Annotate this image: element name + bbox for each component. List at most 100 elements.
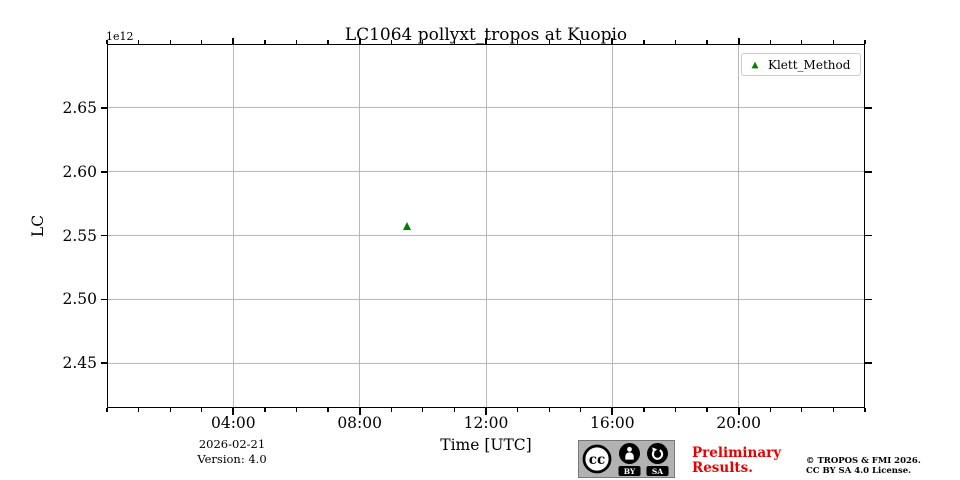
- x-minor-tick: [580, 408, 582, 412]
- x-minor-tick: [864, 408, 866, 412]
- x-tick: [611, 37, 614, 44]
- x-minor-tick: [516, 40, 519, 44]
- x-tick-label: 20:00: [716, 414, 761, 432]
- sa-label-plate: [646, 466, 669, 476]
- x-tick-label: 16:00: [589, 414, 635, 432]
- x-minor-tick: [295, 40, 298, 44]
- chart-title: LC1064 pollyxt_tropos at Kuopio: [344, 25, 628, 45]
- legend-label: Klett_Method: [768, 57, 851, 72]
- x-tick-label: 08:00: [337, 414, 382, 432]
- copyright-line2: CC BY SA 4.0 License.: [806, 465, 912, 476]
- x-minor-tick: [769, 40, 771, 44]
- cc-logo-text: cc: [589, 452, 605, 468]
- data-point-triangle: [402, 222, 411, 231]
- footer-version: Version: 4.0: [197, 452, 267, 466]
- x-minor-tick: [201, 40, 203, 44]
- y-tick-label: 2.55: [62, 226, 97, 245]
- x-minor-tick: [453, 408, 455, 412]
- sa-arrowhead-icon: [652, 447, 658, 453]
- x-minor-tick: [137, 408, 140, 412]
- y-tick: [865, 170, 872, 173]
- x-minor-tick: [580, 40, 582, 44]
- x-minor-tick: [422, 408, 424, 412]
- cc-license-badge: cc BY SA: [578, 440, 675, 478]
- x-minor-tick: [327, 408, 329, 412]
- copyright-note: © TROPOS & FMI 2026. CC BY SA 4.0 Licens…: [806, 456, 921, 476]
- y-tick: [865, 234, 872, 237]
- y-tick: [100, 170, 107, 173]
- x-minor-tick: [201, 408, 203, 412]
- y-tick-label: 2.50: [62, 290, 97, 309]
- x-gridline: [232, 44, 234, 408]
- x-tick: [737, 408, 740, 415]
- x-minor-tick: [169, 40, 171, 44]
- x-minor-tick: [832, 408, 834, 412]
- sa-label: SA: [652, 467, 663, 476]
- x-minor-tick: [422, 40, 424, 44]
- x-tick: [611, 408, 614, 415]
- footer-date-version: 2026-02-21 Version: 4.0: [158, 437, 306, 467]
- x-tick: [358, 37, 361, 44]
- x-tick-label: 12:00: [463, 414, 509, 432]
- by-person-head-icon: [627, 446, 632, 452]
- y-tick-label: 2.45: [62, 354, 97, 373]
- x-minor-tick: [674, 40, 677, 44]
- x-gridline: [738, 44, 740, 408]
- x-tick: [485, 37, 487, 44]
- x-minor-tick: [390, 40, 392, 44]
- x-gridline: [611, 44, 613, 408]
- x-minor-tick: [864, 40, 866, 44]
- x-gridline: [485, 44, 487, 408]
- x-minor-tick: [548, 40, 550, 44]
- x-minor-tick: [169, 408, 171, 412]
- x-minor-tick: [137, 40, 140, 44]
- x-minor-tick: [295, 408, 298, 412]
- x-minor-tick: [264, 40, 266, 44]
- y-tick: [865, 298, 872, 301]
- x-tick: [232, 37, 235, 44]
- y-tick: [100, 106, 107, 109]
- x-minor-tick: [832, 40, 834, 44]
- x-tick: [232, 408, 235, 415]
- x-minor-tick: [643, 40, 645, 44]
- y-tick-label: 2.60: [62, 162, 97, 181]
- y-tick: [865, 106, 872, 109]
- preliminary-line2: Results.: [692, 459, 753, 476]
- x-minor-tick: [390, 408, 392, 412]
- x-minor-tick: [106, 40, 108, 44]
- x-tick-label: 04:00: [210, 414, 256, 432]
- sa-icon: [647, 443, 668, 464]
- by-label-plate: [618, 466, 641, 476]
- y-axis-offset-text: 1e12: [106, 30, 134, 43]
- x-minor-tick: [548, 408, 550, 412]
- x-minor-tick: [264, 408, 266, 412]
- y-tick: [100, 234, 107, 237]
- x-tick: [485, 408, 487, 415]
- legend: Klett_Method: [741, 53, 862, 76]
- y-tick: [865, 362, 872, 365]
- by-label: BY: [624, 467, 636, 476]
- x-tick: [358, 408, 361, 415]
- x-minor-tick: [706, 40, 708, 44]
- x-minor-tick: [516, 408, 519, 412]
- x-axis-label: Time [UTC]: [440, 436, 532, 454]
- x-tick: [737, 37, 740, 44]
- x-minor-tick: [801, 40, 803, 44]
- x-minor-tick: [453, 40, 455, 44]
- x-minor-tick: [106, 408, 108, 412]
- plot-area: [107, 44, 865, 408]
- copyright-line1: © TROPOS & FMI 2026.: [806, 456, 921, 466]
- y-tick: [100, 362, 107, 365]
- x-minor-tick: [327, 40, 329, 44]
- legend-marker-triangle-icon: [751, 61, 759, 68]
- x-minor-tick: [674, 408, 677, 412]
- footer-date: 2026-02-21: [198, 437, 266, 451]
- x-gridline: [359, 44, 361, 408]
- by-person-body-icon: [625, 452, 634, 460]
- x-minor-tick: [801, 408, 803, 412]
- y-tick-label: 2.65: [62, 98, 97, 117]
- preliminary-note: Preliminary Results.: [692, 446, 781, 475]
- x-minor-tick: [706, 408, 708, 412]
- y-tick: [100, 298, 107, 301]
